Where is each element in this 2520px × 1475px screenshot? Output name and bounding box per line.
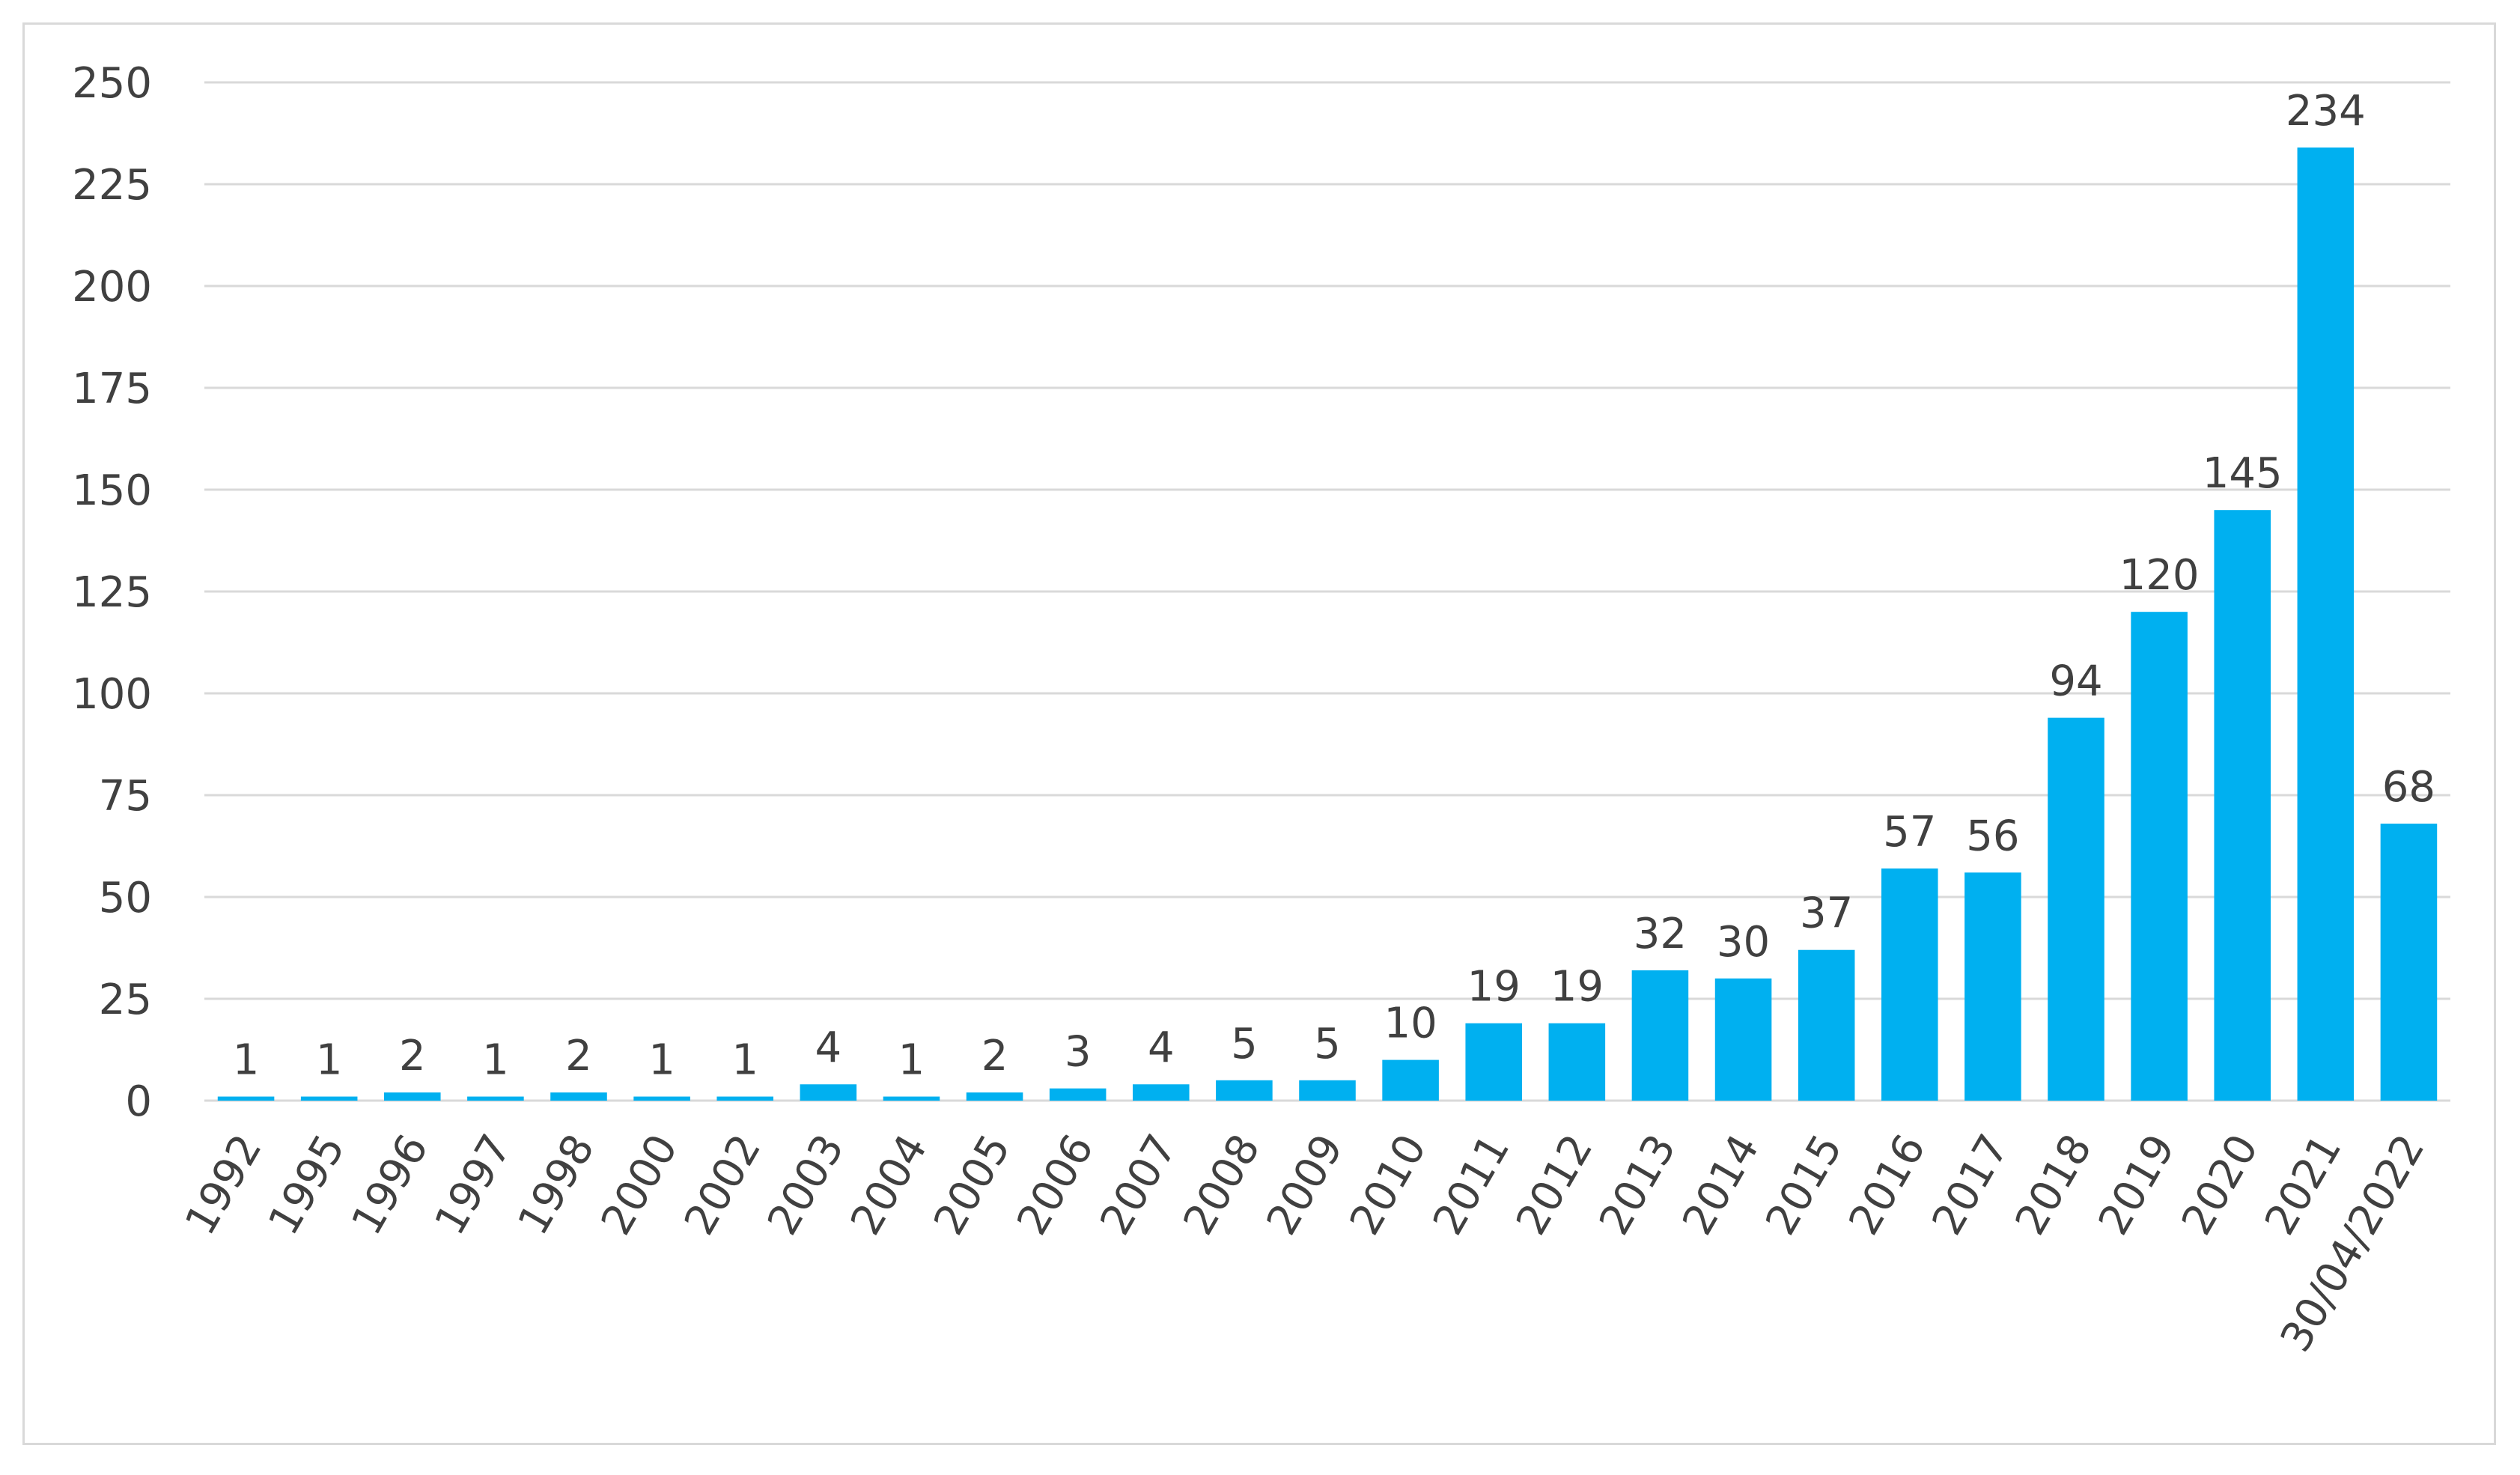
y-tick-label: 250 bbox=[72, 59, 152, 108]
data-label: 3 bbox=[1065, 1028, 1092, 1077]
data-label: 37 bbox=[1800, 889, 1853, 938]
x-tick-label: 2019 bbox=[2090, 1127, 2185, 1244]
bar bbox=[2297, 148, 2355, 1101]
y-axis-ticks: 0 25 50 75 100 125 150 175 200 225 250 bbox=[72, 59, 152, 1126]
x-tick-label: 2016 bbox=[1839, 1127, 1935, 1244]
bar bbox=[1299, 1080, 1356, 1101]
bar bbox=[1964, 872, 2021, 1101]
y-tick-label: 25 bbox=[99, 976, 152, 1024]
data-label: 145 bbox=[2203, 449, 2283, 498]
x-tick-label: 2015 bbox=[1756, 1127, 1852, 1244]
data-label: 1 bbox=[233, 1036, 260, 1085]
bar bbox=[1631, 970, 1689, 1101]
x-tick-label: 2012 bbox=[1507, 1127, 1603, 1244]
bar bbox=[1548, 1023, 1606, 1101]
bar bbox=[550, 1092, 607, 1101]
x-tick-label: 1996 bbox=[342, 1127, 438, 1244]
bar bbox=[217, 1096, 275, 1101]
data-label: 2 bbox=[399, 1032, 426, 1080]
y-tick-label: 200 bbox=[72, 263, 152, 311]
data-label: 56 bbox=[1966, 812, 2019, 860]
bar bbox=[384, 1092, 441, 1101]
bar bbox=[2048, 717, 2104, 1101]
x-tick-label: 2004 bbox=[841, 1127, 937, 1244]
data-label: 10 bbox=[1384, 1000, 1437, 1048]
data-label: 1 bbox=[316, 1036, 343, 1085]
data-label: 94 bbox=[2049, 657, 2102, 706]
bar bbox=[1798, 949, 1855, 1101]
x-tick-label: 2010 bbox=[1341, 1127, 1437, 1244]
x-tick-label: 1998 bbox=[509, 1127, 605, 1244]
bar bbox=[1049, 1088, 1107, 1101]
x-tick-label: 2000 bbox=[592, 1127, 688, 1244]
data-label: 2 bbox=[565, 1032, 592, 1080]
bar bbox=[1881, 868, 1938, 1101]
x-tick-label: 2009 bbox=[1258, 1127, 1354, 1244]
x-tick-label: 2007 bbox=[1091, 1127, 1187, 1244]
bar bbox=[1133, 1084, 1190, 1101]
x-tick-label: 2003 bbox=[758, 1127, 854, 1244]
y-tick-label: 125 bbox=[72, 568, 152, 617]
data-label: 1 bbox=[731, 1036, 758, 1085]
bar bbox=[2214, 510, 2271, 1101]
bar bbox=[2380, 824, 2438, 1101]
x-tick-label: 2017 bbox=[1923, 1127, 2018, 1244]
y-tick-label: 150 bbox=[72, 466, 152, 515]
data-label: 5 bbox=[1314, 1020, 1341, 1068]
x-tick-label: 2002 bbox=[675, 1127, 771, 1244]
x-tick-label: 2018 bbox=[2006, 1127, 2102, 1244]
y-tick-label: 100 bbox=[72, 670, 152, 719]
data-label: 1 bbox=[648, 1036, 675, 1085]
x-tick-label: 2011 bbox=[1424, 1127, 1520, 1244]
bar bbox=[1465, 1023, 1522, 1101]
bar bbox=[800, 1084, 857, 1101]
bar bbox=[1714, 978, 1772, 1101]
x-tick-label: 1995 bbox=[259, 1127, 355, 1244]
data-label: 5 bbox=[1231, 1020, 1258, 1068]
x-tick-label: 2005 bbox=[925, 1127, 1020, 1244]
bar bbox=[883, 1096, 940, 1101]
bar bbox=[633, 1096, 690, 1101]
gridlines bbox=[204, 81, 2450, 1102]
data-label: 4 bbox=[1148, 1024, 1175, 1072]
x-tick-label: 2020 bbox=[2173, 1127, 2268, 1244]
x-tick-label: 2006 bbox=[1008, 1127, 1104, 1244]
data-label: 19 bbox=[1467, 963, 1521, 1012]
data-label: 32 bbox=[1634, 910, 1687, 958]
data-label: 68 bbox=[2382, 763, 2435, 812]
data-label: 1 bbox=[898, 1036, 925, 1085]
x-tick-label: 1992 bbox=[176, 1127, 272, 1244]
bar bbox=[1382, 1059, 1439, 1101]
y-tick-label: 225 bbox=[72, 161, 152, 210]
data-label: 30 bbox=[1717, 918, 1770, 967]
x-axis-ticks: 1992199519961997199820002002200320042005… bbox=[176, 1127, 2434, 1360]
y-tick-label: 0 bbox=[125, 1077, 152, 1126]
bar bbox=[2131, 612, 2188, 1101]
data-label: 120 bbox=[2119, 551, 2200, 600]
bar bbox=[966, 1092, 1023, 1101]
x-tick-label: 2008 bbox=[1174, 1127, 1270, 1244]
data-label: 4 bbox=[815, 1024, 842, 1072]
bars bbox=[217, 148, 2438, 1101]
y-tick-label: 50 bbox=[99, 874, 152, 922]
bar bbox=[1216, 1080, 1273, 1101]
data-label: 1 bbox=[482, 1036, 509, 1085]
bar bbox=[467, 1096, 524, 1101]
x-tick-label: 2014 bbox=[1673, 1127, 1769, 1244]
bar bbox=[716, 1096, 773, 1101]
y-tick-label: 75 bbox=[99, 772, 152, 821]
data-label: 19 bbox=[1550, 963, 1604, 1012]
data-label: 234 bbox=[2286, 87, 2366, 136]
data-label: 57 bbox=[1883, 808, 1936, 857]
x-tick-label: 1997 bbox=[425, 1127, 521, 1244]
data-label: 2 bbox=[981, 1032, 1008, 1080]
x-tick-label: 2013 bbox=[1590, 1127, 1686, 1244]
y-tick-label: 175 bbox=[72, 365, 152, 413]
bar bbox=[300, 1096, 358, 1101]
